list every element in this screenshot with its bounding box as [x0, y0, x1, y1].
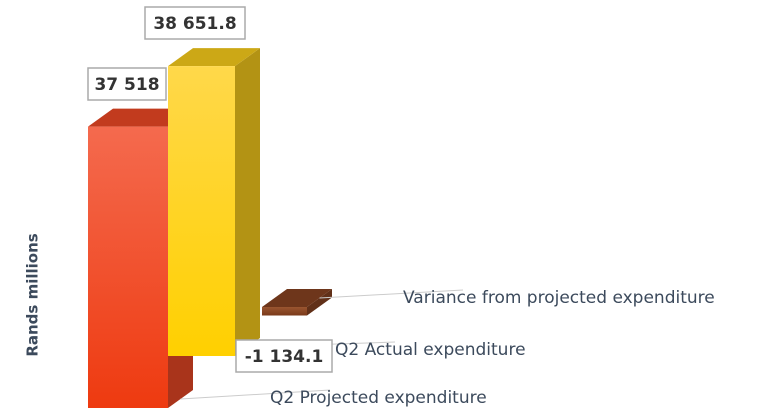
bar-front — [88, 126, 168, 409]
leader-line — [319, 289, 464, 299]
bar-front — [262, 307, 307, 316]
category-label: Q2 Actual expenditure — [335, 340, 526, 360]
category-label: Q2 Projected expenditure — [270, 388, 487, 408]
data-label: 38 651.8 — [153, 14, 236, 34]
data-label-box — [87, 67, 167, 101]
leader-line — [180, 389, 331, 400]
data-label-box — [235, 339, 333, 373]
category-label: Variance from projected expenditure — [403, 288, 715, 308]
bar-side — [235, 48, 260, 356]
data-label: 37 518 — [94, 75, 159, 95]
bar-side — [307, 289, 332, 316]
bar-top — [262, 289, 332, 307]
bar-top — [168, 48, 260, 67]
bar — [168, 48, 260, 356]
data-label: -1 134.1 — [245, 347, 324, 367]
bar — [262, 289, 332, 316]
data-label-box — [144, 6, 246, 40]
y-axis-label: Rands millions — [24, 233, 42, 356]
bar-top — [88, 108, 193, 127]
bar-front — [168, 66, 235, 356]
